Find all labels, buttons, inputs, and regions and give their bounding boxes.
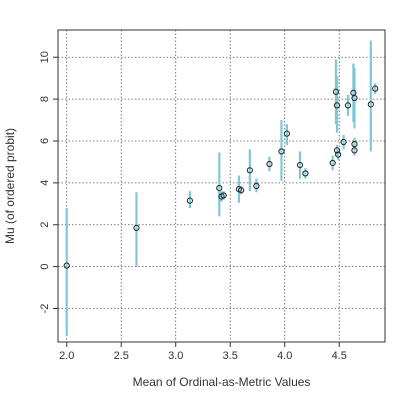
data-point bbox=[351, 90, 356, 95]
data-point bbox=[334, 103, 339, 108]
y-tick-label: 8 bbox=[39, 96, 51, 102]
data-point bbox=[247, 168, 252, 173]
data-point bbox=[333, 89, 338, 94]
x-axis-title: Mean of Ordinal-as-Metric Values bbox=[133, 375, 311, 389]
data-point bbox=[217, 185, 222, 190]
data-point bbox=[297, 162, 302, 167]
x-axis-ticks: 2.0 2.5 3.0 3.5 4.0 4.5 bbox=[59, 342, 347, 362]
data-point bbox=[341, 139, 346, 144]
x-tick-label: 3.5 bbox=[223, 350, 238, 362]
data-point bbox=[352, 95, 357, 100]
data-point bbox=[187, 198, 192, 203]
y-tick-label: 2 bbox=[39, 222, 51, 228]
x-tick-label: 2.0 bbox=[59, 350, 74, 362]
data-point bbox=[64, 263, 69, 268]
data-point bbox=[352, 142, 357, 147]
data-point bbox=[254, 183, 259, 188]
y-axis-ticks: -2 0 2 4 6 8 10 bbox=[39, 51, 58, 313]
y-axis-title: Mu (of ordered probit) bbox=[3, 128, 17, 244]
y-tick-label: 6 bbox=[39, 138, 51, 144]
y-tick-label: -2 bbox=[39, 304, 51, 314]
y-tick-label: 4 bbox=[39, 180, 51, 186]
data-points bbox=[64, 86, 378, 268]
y-tick-label: 0 bbox=[39, 264, 51, 270]
data-point bbox=[221, 193, 226, 198]
y-tick-label: 10 bbox=[39, 51, 51, 63]
data-point bbox=[267, 161, 272, 166]
data-point bbox=[336, 152, 341, 157]
data-point bbox=[330, 160, 335, 165]
data-point bbox=[373, 86, 378, 91]
x-tick-label: 3.0 bbox=[168, 350, 183, 362]
x-tick-label: 2.5 bbox=[114, 350, 129, 362]
data-point bbox=[239, 188, 244, 193]
data-point bbox=[303, 171, 308, 176]
data-point bbox=[284, 131, 289, 136]
data-point bbox=[368, 102, 373, 107]
data-point bbox=[345, 103, 350, 108]
data-point bbox=[352, 148, 357, 153]
x-tick-label: 4.0 bbox=[277, 350, 292, 362]
data-point bbox=[134, 225, 139, 230]
data-point bbox=[279, 149, 284, 154]
x-tick-label: 4.5 bbox=[332, 350, 347, 362]
